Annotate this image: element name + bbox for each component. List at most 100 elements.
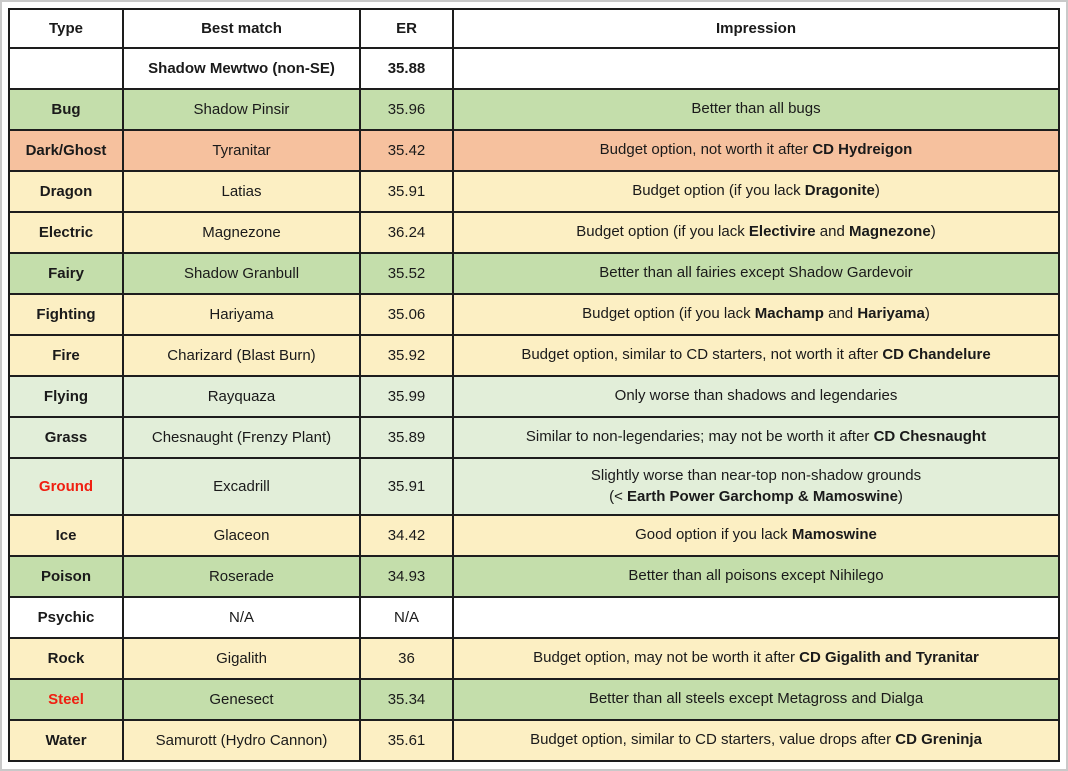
er-cell: 35.91 <box>359 170 454 213</box>
best-match-cell: Genesect <box>122 678 361 721</box>
er-cell: 35.91 <box>359 457 454 516</box>
impression-line: Better than all fairies except Shadow Ga… <box>599 264 913 282</box>
impression-cell: Budget option, similar to CD starters, v… <box>452 719 1060 762</box>
best-match-cell: N/A <box>122 596 361 639</box>
table-row: Flying Rayquaza 35.99 Only worse than shado… <box>8 375 1060 418</box>
best-match-cell: Shadow Granbull <box>122 252 361 295</box>
er-cell: 34.93 <box>359 555 454 598</box>
table-row: Poison Roserade 34.93 Better than all poiso… <box>8 555 1060 598</box>
impression-cell: Better than all bugs <box>452 88 1060 131</box>
impression-cell <box>452 596 1060 639</box>
column-header-er: ER <box>359 8 454 49</box>
impression-cell: Budget option (if you lack Machamp and H… <box>452 293 1060 336</box>
impression-cell: Only worse than shadows and legendaries <box>452 375 1060 418</box>
type-cell: Psychic <box>8 596 124 639</box>
impression-cell: Budget option, may not be worth it after… <box>452 637 1060 680</box>
impression-line: Budget option (if you lack Dragonite) <box>632 182 880 200</box>
impression-line: Budget option, may not be worth it after… <box>533 649 979 667</box>
impression-cell: Similar to non-legendaries; may not be w… <box>452 416 1060 459</box>
type-cell: Ice <box>8 514 124 557</box>
type-cell: Ground <box>8 457 124 516</box>
er-cell: 35.06 <box>359 293 454 336</box>
impression-line: Better than all bugs <box>691 100 821 118</box>
impression-line: Budget option (if you lack Machamp and H… <box>582 305 930 323</box>
er-cell: 35.92 <box>359 334 454 377</box>
best-match-cell: Gigalith <box>122 637 361 680</box>
impression-cell: Budget option, similar to CD starters, n… <box>452 334 1060 377</box>
impression-line: Budget option, not worth it after CD Hyd… <box>599 141 913 159</box>
type-best-match-er-table: Type Best match ER Impression Shadow Mew… <box>8 8 1060 762</box>
type-cell: Fairy <box>8 252 124 295</box>
er-cell: 36.24 <box>359 211 454 254</box>
type-cell: Rock <box>8 637 124 680</box>
impression-cell: Better than all fairies except Shadow Ga… <box>452 252 1060 295</box>
best-match-cell: Excadrill <box>122 457 361 516</box>
column-header-best-match: Best match <box>122 8 361 49</box>
type-cell: Fighting <box>8 293 124 336</box>
table-row: Water Samurott (Hydro Cannon) 35.61 Budget … <box>8 719 1060 762</box>
table-row: Ground Excadrill 35.91 Slightly worse than … <box>8 457 1060 516</box>
impression-line: Budget option, similar to CD starters, n… <box>521 346 991 364</box>
column-header-impression: Impression <box>452 8 1060 49</box>
impression-cell: Slightly worse than near-top non-shadow … <box>452 457 1060 516</box>
best-match-cell: Rayquaza <box>122 375 361 418</box>
er-cell: 35.42 <box>359 129 454 172</box>
best-match-cell: Chesnaught (Frenzy Plant) <box>122 416 361 459</box>
best-match-cell: Tyranitar <box>122 129 361 172</box>
benchmark-row: Shadow Mewtwo (non-SE) 35.88 <box>8 47 1060 90</box>
er-cell: 35.96 <box>359 88 454 131</box>
best-match-cell: Glaceon <box>122 514 361 557</box>
type-cell: Electric <box>8 211 124 254</box>
impression-cell <box>452 47 1060 90</box>
impression-cell: Budget option (if you lack Dragonite) <box>452 170 1060 213</box>
type-cell: Grass <box>8 416 124 459</box>
type-cell: Dragon <box>8 170 124 213</box>
impression-line: Similar to non-legendaries; may not be w… <box>525 428 987 446</box>
best-match-cell: Roserade <box>122 555 361 598</box>
type-cell: Bug <box>8 88 124 131</box>
type-cell: Poison <box>8 555 124 598</box>
best-match-cell: Samurott (Hydro Cannon) <box>122 719 361 762</box>
table-row: Ice Glaceon 34.42 Good option if you lack M… <box>8 514 1060 557</box>
best-match-cell: Shadow Pinsir <box>122 88 361 131</box>
table-row: Fighting Hariyama 35.06 Budget option (if y… <box>8 293 1060 336</box>
table-row: Psychic N/A N/A <box>8 596 1060 639</box>
impression-line: Budget option (if you lack Electivire an… <box>576 223 936 241</box>
table-row: Rock Gigalith 36 Budget option, may not be … <box>8 637 1060 680</box>
best-match-cell: Charizard (Blast Burn) <box>122 334 361 377</box>
er-cell: 35.52 <box>359 252 454 295</box>
impression-cell: Budget option (if you lack Electivire an… <box>452 211 1060 254</box>
table-row: Dragon Latias 35.91 Budget option (if you l… <box>8 170 1060 213</box>
impression-line: Good option if you lack Mamoswine <box>635 526 877 544</box>
er-cell: 35.34 <box>359 678 454 721</box>
table-row: Dark/Ghost Tyranitar 35.42 Budget option, n… <box>8 129 1060 172</box>
er-cell: 35.99 <box>359 375 454 418</box>
type-cell: Flying <box>8 375 124 418</box>
type-cell: Steel <box>8 678 124 721</box>
impression-line: Better than all poisons except Nihilego <box>628 567 884 585</box>
table-row: Grass Chesnaught (Frenzy Plant) 35.89 Simil… <box>8 416 1060 459</box>
best-match-cell: Shadow Mewtwo (non-SE) <box>122 47 361 90</box>
er-cell: 34.42 <box>359 514 454 557</box>
impression-cell: Better than all steels except Metagross … <box>452 678 1060 721</box>
table-row: Bug Shadow Pinsir 35.96 Better than all bug… <box>8 88 1060 131</box>
type-cell: Water <box>8 719 124 762</box>
table-row: Fairy Shadow Granbull 35.52 Better than all… <box>8 252 1060 295</box>
impression-line: Budget option, similar to CD starters, v… <box>530 731 982 749</box>
er-cell: 35.89 <box>359 416 454 459</box>
table-row: Fire Charizard (Blast Burn) 35.92 Budget op… <box>8 334 1060 377</box>
best-match-cell: Magnezone <box>122 211 361 254</box>
table-row: Electric Magnezone 36.24 Budget option (if … <box>8 211 1060 254</box>
column-header-type: Type <box>8 8 124 49</box>
impression-line: Only worse than shadows and legendaries <box>614 387 898 405</box>
best-match-cell: Hariyama <box>122 293 361 336</box>
er-cell: 35.61 <box>359 719 454 762</box>
type-cell: Dark/Ghost <box>8 129 124 172</box>
type-cell <box>8 47 124 90</box>
impression-cell: Budget option, not worth it after CD Hyd… <box>452 129 1060 172</box>
best-match-cell: Latias <box>122 170 361 213</box>
impression-line: Better than all steels except Metagross … <box>588 690 924 708</box>
impression-line: (< Earth Power Garchomp & Mamoswine) <box>609 487 903 505</box>
header-row: Type Best match ER Impression <box>8 8 1060 49</box>
impression-cell: Better than all poisons except Nihilego <box>452 555 1060 598</box>
